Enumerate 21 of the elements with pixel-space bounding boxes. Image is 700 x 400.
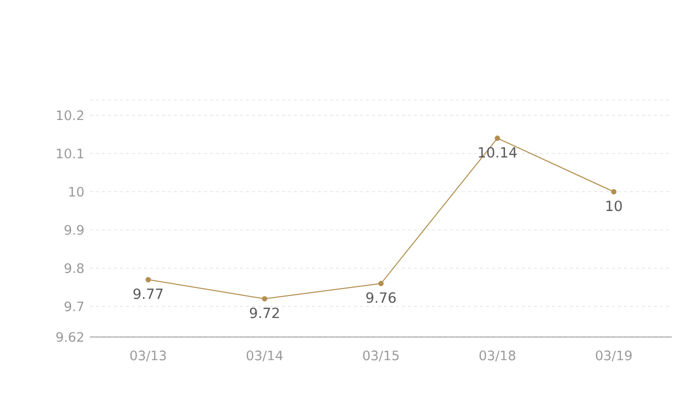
- x-tick-label: 03/18: [480, 350, 516, 362]
- data-label: 9.72: [250, 308, 279, 318]
- y-tick-label: 9.7: [64, 302, 84, 312]
- x-tick-label: 03/19: [596, 350, 632, 362]
- point: [494, 136, 500, 141]
- x-tick-label: 03/13: [130, 350, 166, 362]
- x-tick-label: 03/14: [246, 350, 283, 362]
- data-label: 9.76: [366, 292, 396, 303]
- y-tick-label: 9.9: [64, 225, 84, 235]
- data-label: 9.77: [134, 288, 163, 300]
- point: [146, 276, 151, 282]
- y-tick-label: 10.1: [56, 148, 84, 158]
- y-tick-label: 10: [69, 186, 84, 197]
- data-label: 10: [606, 200, 622, 212]
- y-tick-label: 10.2: [56, 110, 84, 120]
- point: [262, 296, 268, 302]
- point: [611, 189, 616, 194]
- y-tick-label: 9.8: [64, 263, 84, 274]
- point: [378, 280, 384, 286]
- y-tick-label: 9.62: [56, 332, 84, 342]
- x-tick-label: 03/15: [363, 350, 399, 362]
